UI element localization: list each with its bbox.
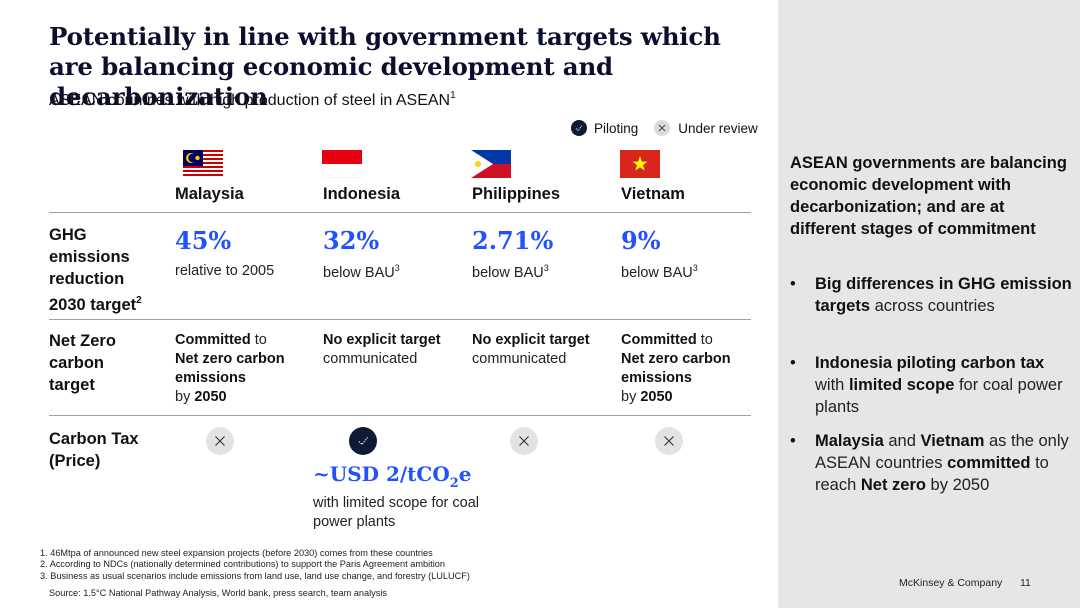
under-review-x-icon: [654, 120, 671, 136]
ghg-value-vietnam: 9%: [621, 226, 661, 255]
bullet-text: by 2050: [925, 476, 990, 494]
by-word: by: [175, 389, 195, 405]
ghg-note-philippines: below BAU3: [472, 263, 549, 281]
bullet-bold: Big differences in GHG emission targets: [815, 275, 1072, 315]
no-target-bold: No explicit target: [323, 332, 441, 348]
ghg-row-label: GHG emissions reduction 2030 target2: [49, 224, 159, 316]
indonesia-carbon-price: ~USD 2/tCO2e: [313, 462, 472, 491]
to-word: to: [250, 332, 267, 348]
takeaway-panel: ASEAN governments are balancing economic…: [778, 0, 1080, 608]
netzero-year: 2050: [640, 389, 673, 405]
subtitle-text: ASEAN countries with high production of …: [49, 92, 451, 109]
country-vietnam: Vietnam: [621, 185, 685, 203]
bullet-text: with: [815, 376, 849, 394]
no-target-rest: communicated: [323, 351, 418, 367]
ghg-label-text: GHG emissions reduction 2030 target: [49, 226, 137, 314]
source-note: Source: 1.5°C National Pathway Analysis,…: [49, 588, 387, 598]
bullet-text: and: [883, 432, 921, 450]
committed-word: Committed: [621, 332, 697, 348]
ghg-note-footnote: 3: [543, 263, 549, 273]
legend-under-review-label: Under review: [678, 120, 758, 136]
ghg-label-footnote: 2: [136, 295, 142, 306]
ghg-note-text: below BAU: [323, 265, 395, 281]
bullet-text: as the only ASEAN countries: [815, 432, 1069, 472]
netzero-philippines: No explicit target communicated: [472, 331, 612, 369]
ghg-note-text: relative to 2005: [175, 263, 275, 279]
philippines-flag-icon: [471, 150, 511, 178]
divider: [49, 319, 751, 320]
footnote: 1. 46Mtpa of announced new steel expansi…: [40, 548, 433, 558]
price-suffix: e: [458, 462, 472, 486]
piloting-check-icon: [571, 120, 587, 136]
legend: Piloting Under review: [571, 120, 758, 136]
footnote: 2. According to NDCs (nationally determi…: [40, 559, 445, 570]
ghg-note-footnote: 3: [394, 263, 400, 273]
bullet-bold: Vietnam: [920, 432, 985, 450]
vietnam-flag-icon: [620, 150, 660, 178]
country-malaysia: Malaysia: [175, 185, 244, 203]
brand-footer: McKinsey & Company: [899, 577, 1003, 589]
netzero-year: 2050: [194, 389, 227, 405]
page-subtitle: ASEAN countries with high production of …: [49, 90, 456, 110]
bullet-bold: limited scope: [848, 376, 955, 394]
under-review-x-icon: [206, 427, 234, 455]
under-review-x-icon: [510, 427, 538, 455]
takeaway-bullet: • Big differences in GHG emission target…: [790, 273, 1078, 317]
divider: [49, 415, 751, 416]
divider: [49, 212, 751, 213]
footnotes: 1. 46Mtpa of announced new steel expansi…: [40, 548, 470, 582]
takeaway-bullet: • Indonesia piloting carbon tax with lim…: [790, 352, 1078, 418]
no-target-bold: No explicit target: [472, 332, 590, 348]
bullet-text: across countries: [870, 297, 995, 315]
bullet-bold: Malaysia: [815, 432, 884, 450]
indonesia-carbon-note: with limited scope for coal power plants: [313, 495, 480, 530]
ghg-note-vietnam: below BAU3: [621, 263, 698, 281]
piloting-check-icon: [349, 427, 377, 455]
bullet-bold: Net zero: [860, 476, 926, 494]
committed-word: Committed: [175, 332, 251, 348]
netzero-malaysia: Committed to Net zero carbon emissions b…: [175, 331, 310, 407]
bullet-dot: •: [790, 354, 796, 372]
carbontax-row-label: Carbon Tax (Price): [49, 430, 139, 470]
ghg-note-text: below BAU: [621, 265, 693, 281]
netzero-target-text: Net zero carbon emissions: [621, 351, 731, 386]
bullet-bold: Indonesia piloting carbon tax: [815, 354, 1045, 372]
ghg-value-philippines: 2.71%: [472, 226, 554, 255]
price-prefix: ~USD 2/tCO: [313, 462, 450, 486]
page-title: Potentially in line with government targ…: [49, 22, 721, 111]
country-philippines: Philippines: [472, 185, 561, 203]
takeaway-bullet: • Malaysia and Vietnam as the only ASEAN…: [790, 430, 1078, 496]
to-word: to: [696, 332, 713, 348]
ghg-note-indonesia: below BAU3: [323, 263, 400, 281]
subtitle-footnote-ref: 1: [450, 90, 456, 101]
ghg-note-footnote: 3: [692, 263, 698, 273]
bullet-bold: committed: [947, 454, 1031, 472]
price-subscript: 2: [449, 476, 459, 491]
netzero-indonesia: No explicit target communicated: [323, 331, 463, 369]
under-review-x-icon: [655, 427, 683, 455]
page-number: 11: [1020, 577, 1031, 589]
ghg-note-malaysia: relative to 2005: [175, 263, 274, 279]
by-word: by: [621, 389, 641, 405]
ghg-value-indonesia: 32%: [323, 226, 380, 255]
bullet-text: for coal power plants: [815, 376, 1063, 416]
netzero-row-label: Net Zero carbon target: [49, 332, 116, 394]
country-indonesia: Indonesia: [323, 185, 401, 203]
malaysia-flag-icon: [183, 150, 223, 178]
footnote: 3. Business as usual scenarios include e…: [40, 570, 470, 581]
ghg-note-text: below BAU: [472, 265, 544, 281]
indonesia-flag-icon: [322, 150, 362, 178]
bullet-dot: •: [790, 275, 796, 293]
legend-piloting-label: Piloting: [594, 120, 639, 136]
no-target-rest: communicated: [472, 351, 567, 367]
netzero-target-text: Net zero carbon emissions: [175, 351, 285, 386]
panel-heading: ASEAN governments are balancing economic…: [790, 154, 1067, 238]
bullet-dot: •: [790, 432, 796, 450]
ghg-value-malaysia: 45%: [175, 226, 232, 255]
bullet-text: to reach: [815, 454, 1049, 494]
netzero-vietnam: Committed to Net zero carbon emissions b…: [621, 331, 756, 407]
